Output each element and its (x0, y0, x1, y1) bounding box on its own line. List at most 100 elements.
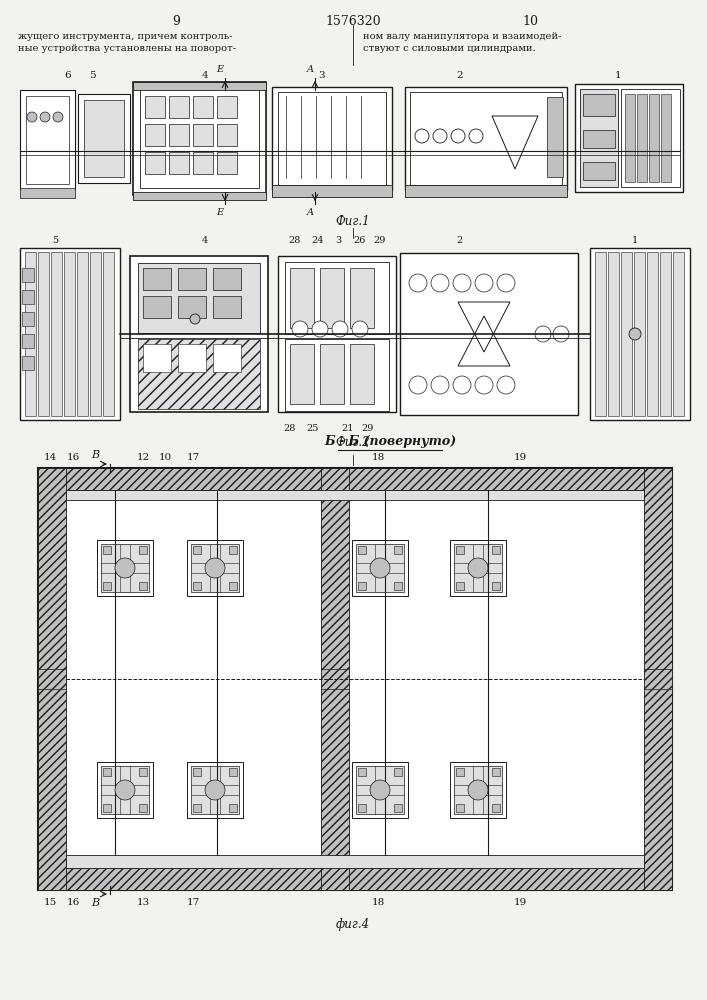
Bar (272, 185, 392, 197)
Bar (120, 766, 130, 814)
Bar (644, 669, 672, 689)
Bar (358, 768, 366, 776)
Bar (278, 92, 386, 185)
Bar (38, 468, 672, 890)
Circle shape (370, 558, 390, 578)
Circle shape (535, 326, 551, 342)
Text: 2: 2 (457, 71, 463, 80)
Text: 18: 18 (371, 898, 385, 907)
Bar (454, 544, 502, 592)
Bar (352, 762, 408, 818)
Bar (25, 252, 36, 416)
Bar (229, 582, 237, 590)
Bar (97, 540, 153, 596)
Bar (51, 252, 62, 416)
Bar (217, 152, 237, 174)
Text: 4: 4 (201, 71, 209, 80)
Text: 26: 26 (354, 236, 366, 245)
Bar (84, 100, 124, 177)
Bar (120, 544, 130, 592)
Circle shape (190, 314, 200, 324)
Text: жущего инструмента, причем контроль-: жущего инструмента, причем контроль- (18, 32, 233, 41)
Text: 1: 1 (614, 71, 621, 80)
Bar (103, 546, 111, 554)
Bar (321, 669, 349, 689)
Bar (583, 130, 615, 148)
Text: 6: 6 (64, 71, 71, 80)
Text: 14: 14 (43, 453, 57, 462)
Bar (20, 248, 120, 420)
Bar (400, 253, 578, 415)
Bar (103, 252, 114, 416)
Bar (580, 89, 618, 187)
Bar (456, 582, 464, 590)
Bar (38, 868, 672, 890)
Bar (22, 268, 34, 282)
Bar (213, 344, 241, 372)
Bar (143, 344, 171, 372)
Bar (139, 546, 147, 554)
Circle shape (433, 129, 447, 143)
Bar (178, 268, 206, 290)
Bar (193, 124, 213, 146)
Text: Фиг.2: Фиг.2 (336, 436, 370, 449)
Circle shape (370, 780, 390, 800)
Text: 15: 15 (43, 898, 57, 907)
Bar (320, 344, 344, 404)
Circle shape (415, 129, 429, 143)
Bar (193, 546, 201, 554)
Circle shape (431, 376, 449, 394)
Bar (90, 252, 101, 416)
Bar (410, 92, 562, 185)
Bar (145, 124, 165, 146)
Text: A: A (307, 65, 313, 74)
Bar (138, 339, 260, 409)
Bar (320, 268, 344, 328)
Bar (38, 468, 672, 490)
Text: ном валу манипулятора и взаимодей-: ном валу манипулятора и взаимодей- (363, 32, 561, 41)
Bar (450, 762, 506, 818)
Circle shape (469, 129, 483, 143)
Bar (229, 546, 237, 554)
Bar (101, 544, 149, 592)
Circle shape (292, 321, 308, 337)
Text: 18: 18 (371, 453, 385, 462)
Circle shape (205, 780, 225, 800)
Text: 5: 5 (88, 71, 95, 80)
Bar (272, 87, 392, 190)
Bar (375, 766, 385, 814)
Circle shape (497, 274, 515, 292)
Bar (143, 296, 171, 318)
Bar (145, 96, 165, 118)
Text: 4: 4 (202, 236, 208, 245)
Circle shape (352, 321, 368, 337)
Text: фиг.4: фиг.4 (336, 918, 370, 931)
Circle shape (332, 321, 348, 337)
Text: 1: 1 (632, 236, 638, 245)
Bar (191, 766, 239, 814)
Bar (649, 94, 659, 182)
Bar (193, 768, 201, 776)
Text: 5: 5 (52, 236, 58, 245)
Text: 29: 29 (374, 236, 386, 245)
Bar (38, 669, 66, 689)
Text: 19: 19 (513, 898, 527, 907)
Circle shape (468, 558, 488, 578)
Text: 16: 16 (66, 898, 80, 907)
Text: 1576320: 1576320 (325, 15, 381, 28)
Bar (193, 96, 213, 118)
Circle shape (27, 112, 37, 122)
Bar (130, 256, 268, 412)
Circle shape (40, 112, 50, 122)
Circle shape (553, 326, 569, 342)
Text: 3: 3 (319, 71, 325, 80)
Text: B: B (91, 450, 99, 460)
Text: 29: 29 (362, 424, 374, 433)
Bar (139, 804, 147, 812)
Circle shape (431, 274, 449, 292)
Bar (583, 94, 615, 116)
Bar (644, 468, 672, 890)
Bar (595, 252, 606, 416)
Bar (456, 546, 464, 554)
Circle shape (629, 328, 641, 340)
